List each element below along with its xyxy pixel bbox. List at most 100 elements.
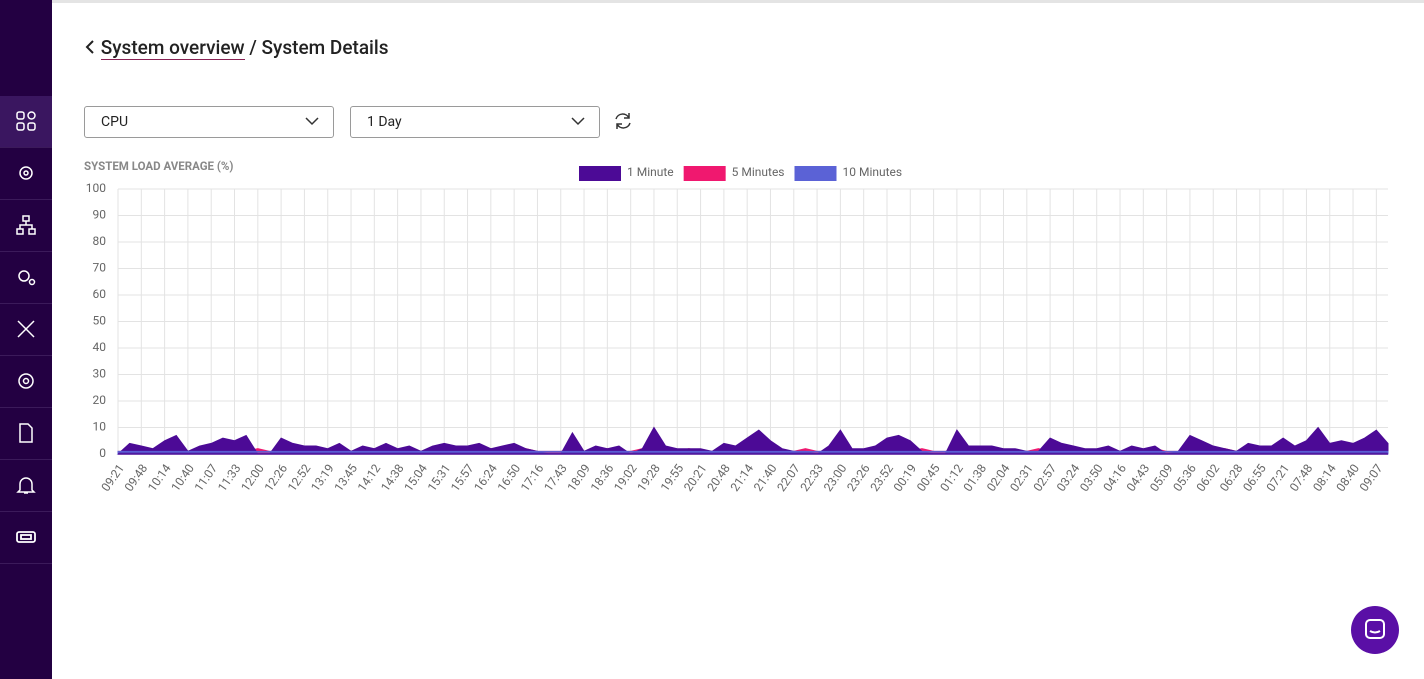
nav-settings[interactable] [0,356,52,408]
y-tick-label: 80 [93,234,107,248]
x-tick-label: 21:40 [751,461,780,494]
x-tick-label: 15:57 [448,461,477,494]
range-select[interactable]: 1 Day [350,106,600,138]
top-border [52,0,1424,3]
x-tick-label: 06:55 [1240,461,1269,494]
x-tick-label: 17:43 [541,462,570,495]
x-tick-label: 14:12 [355,461,384,494]
x-tick-label: 18:09 [564,462,593,495]
x-tick-label: 09:21 [98,462,127,495]
x-tick-label: 08:40 [1333,461,1362,494]
sidebar [0,0,52,679]
legend-label: 5 Minutes [732,165,785,179]
x-tick-label: 12:52 [285,461,314,494]
area [117,448,1389,455]
nav-logs[interactable] [0,408,52,460]
x-tick-label: 05:36 [1170,461,1199,494]
legend-swatch [683,166,726,181]
x-tick-label: 19:28 [634,461,663,494]
nav-dashboard[interactable] [0,96,52,148]
x-tick-label: 01:38 [961,461,990,494]
x-tick-label: 08:14 [1310,461,1339,494]
y-tick-label: 50 [93,314,107,328]
x-tick-label: 15:31 [425,462,454,495]
legend-label: 1 Minute [627,165,674,179]
x-tick-label: 23:00 [821,461,850,494]
x-tick-label: 02:04 [984,461,1013,494]
x-tick-label: 20:21 [681,462,710,495]
y-tick-label: 10 [93,420,107,434]
chat-button[interactable] [1351,606,1399,654]
x-tick-label: 03:50 [1077,461,1106,494]
nav-tools[interactable] [0,304,52,356]
area [116,426,1389,455]
x-tick-label: 13:45 [331,461,360,494]
x-tick-label: 22:33 [798,462,827,495]
x-tick-label: 13:19 [308,462,337,495]
x-tick-label: 11:07 [192,461,221,494]
x-tick-label: 09:07 [1357,461,1386,494]
range-value: 1 Day [367,114,402,130]
nav-settings-flow[interactable] [0,148,52,200]
nav-alerts[interactable] [0,460,52,512]
x-tick-label: 23:26 [844,461,873,494]
x-tick-label: 14:38 [378,461,407,494]
x-tick-label: 15:04 [401,461,430,494]
x-tick-label: 02:57 [1031,461,1060,494]
x-tick-label: 07:48 [1287,461,1316,494]
x-tick-label: 22:07 [774,461,803,494]
nav-network[interactable] [0,200,52,252]
x-tick-label: 02:31 [1007,462,1036,495]
metric-value: CPU [101,114,129,130]
x-tick-label: 16:50 [495,461,524,494]
back-icon[interactable] [84,39,96,55]
x-tick-label: 03:24 [1054,461,1083,494]
legend-swatch [579,166,621,181]
legend-label: 10 Minutes [843,165,903,179]
x-tick-label: 04:43 [1124,462,1153,495]
x-tick-label: 19:02 [611,461,640,494]
area [117,450,1389,455]
breadcrumb: System overview / System Details [84,36,389,60]
y-tick-label: 70 [93,261,107,275]
x-tick-label: 19:55 [658,461,687,494]
x-tick-label: 17:16 [518,461,547,494]
y-tick-label: 100 [86,181,106,195]
x-tick-label: 11:33 [215,462,244,495]
nav-tickets[interactable] [0,512,52,564]
x-tick-label: 16:24 [471,461,500,494]
y-tick-label: 20 [93,393,107,407]
x-tick-label: 04:16 [1100,461,1129,494]
page-title: System Details [261,36,389,59]
metric-select[interactable]: CPU [84,106,334,138]
x-tick-label: 10:40 [168,461,197,494]
x-tick-label: 00:19 [891,462,920,495]
x-tick-label: 07:21 [1264,462,1293,495]
legend-swatch [794,166,837,181]
separator: / [249,36,257,59]
breadcrumb-link[interactable]: System overview [100,36,245,60]
y-tick-label: 90 [93,208,107,222]
x-tick-label: 10:14 [145,461,174,494]
x-tick-label: 12:00 [238,461,267,494]
x-tick-label: 01:12 [937,461,966,494]
y-tick-label: 0 [99,446,106,460]
x-tick-label: 18:36 [588,461,617,494]
x-tick-label: 06:28 [1217,461,1246,494]
x-tick-label: 20:48 [704,461,733,494]
x-tick-label: 12:26 [262,461,291,494]
chart-title: SYSTEM LOAD AVERAGE (%) [84,159,233,173]
x-tick-label: 05:09 [1147,462,1176,495]
x-tick-label: 06:02 [1194,461,1223,494]
y-tick-label: 40 [93,340,107,354]
y-tick-label: 60 [93,287,107,301]
x-tick-label: 21:14 [728,461,757,494]
nav-gears[interactable] [0,252,52,304]
x-tick-label: 09:48 [122,461,151,494]
x-tick-label: 23:52 [867,461,896,494]
x-tick-label: 00:45 [914,461,943,494]
y-tick-label: 30 [93,367,107,381]
refresh-button[interactable] [613,111,633,131]
